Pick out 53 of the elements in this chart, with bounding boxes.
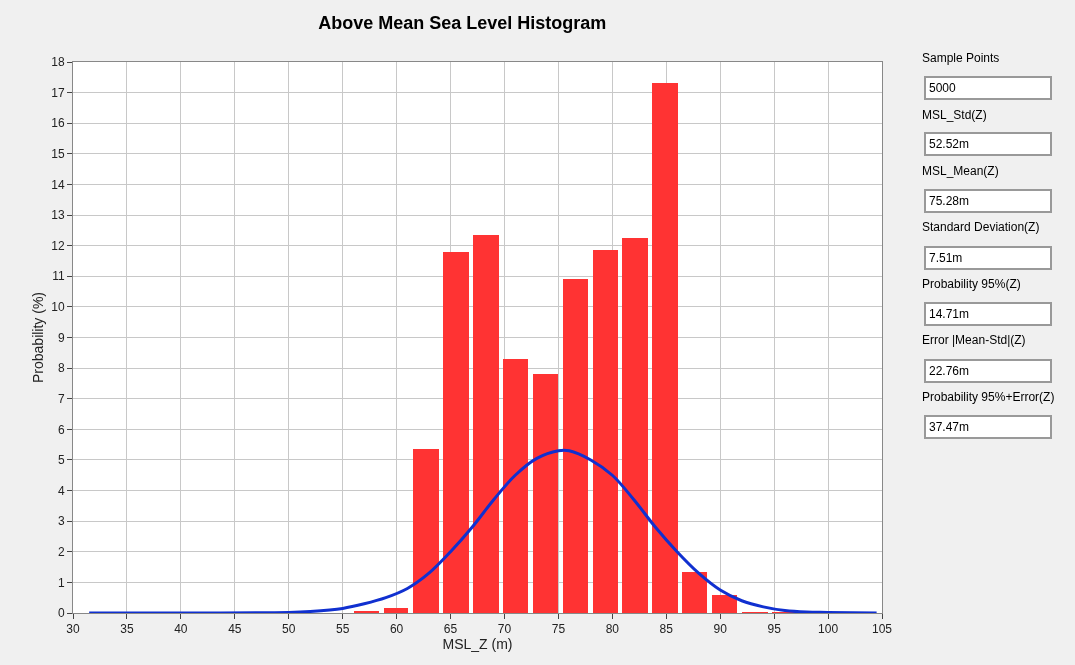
text: 14.71m: [929, 307, 970, 321]
x-tick-label: 95: [767, 622, 782, 637]
y-tick-label: 7: [57, 391, 65, 406]
text: 7.51m: [929, 251, 963, 265]
x-tick-label: 35: [120, 622, 134, 637]
text: Sample Points: [922, 51, 1000, 65]
text: 37.47m: [929, 420, 970, 434]
x-tick-label: 105: [871, 622, 893, 637]
text: MSL_Mean(Z): [922, 164, 999, 178]
x-tick-label: 70: [497, 622, 512, 637]
x-axis-title: MSL_Z (m): [442, 636, 513, 653]
x-tick-label: 85: [659, 622, 674, 637]
x-tick-label: 100: [818, 622, 839, 637]
text: Probability 95%(Z): [922, 277, 1021, 291]
y-tick-label: 1: [57, 575, 65, 590]
y-tick-label: 4: [57, 483, 65, 498]
line-series: [87, 448, 879, 613]
y-tick-label: 9: [57, 330, 65, 345]
y-tick-label: 0: [57, 606, 65, 621]
y-tick-label: 10: [51, 300, 65, 315]
text: Error |Mean-Std|(Z): [922, 333, 1026, 347]
y-tick-label: 12: [51, 238, 65, 253]
text: 22.76m: [929, 364, 970, 378]
y-tick-label: 16: [51, 116, 65, 131]
x-tick-label: 80: [605, 622, 620, 637]
y-tick-label: 15: [51, 147, 65, 162]
text: Standard Deviation(Z): [922, 220, 1040, 234]
y-tick-label: 13: [51, 208, 65, 223]
y-tick-label: 6: [57, 422, 65, 437]
y-tick-label: 11: [52, 269, 65, 284]
y-tick-label: 18: [51, 55, 65, 70]
x-tick-label: 90: [713, 622, 728, 637]
y-tick-label: 17: [51, 85, 65, 100]
x-tick-label: 65: [443, 622, 458, 637]
x-tick-label: 75: [551, 622, 566, 637]
x-tick-label: 40: [174, 622, 188, 637]
y-axis-title: Probability (%): [29, 291, 46, 384]
x-tick-label: 45: [228, 622, 242, 637]
x-tick-label: 50: [282, 622, 296, 637]
text: Probability 95%+Error(Z): [922, 390, 1055, 404]
x-tick-label: 60: [389, 622, 404, 637]
y-tick-label: 2: [57, 544, 65, 559]
y-tick-label: 3: [57, 514, 65, 529]
y-tick-label: 14: [51, 177, 65, 192]
chart-title: Above Mean Sea Level Histogram: [318, 13, 607, 34]
text: 52.52m: [929, 137, 970, 151]
x-tick-label: 55: [335, 622, 350, 637]
y-tick-label: 5: [57, 453, 65, 468]
y-tick-label: 8: [57, 361, 65, 376]
x-tick-label: 30: [66, 622, 80, 637]
text: MSL_Std(Z): [922, 108, 987, 122]
text: 5000: [929, 81, 957, 95]
text: 75.28m: [929, 194, 970, 208]
